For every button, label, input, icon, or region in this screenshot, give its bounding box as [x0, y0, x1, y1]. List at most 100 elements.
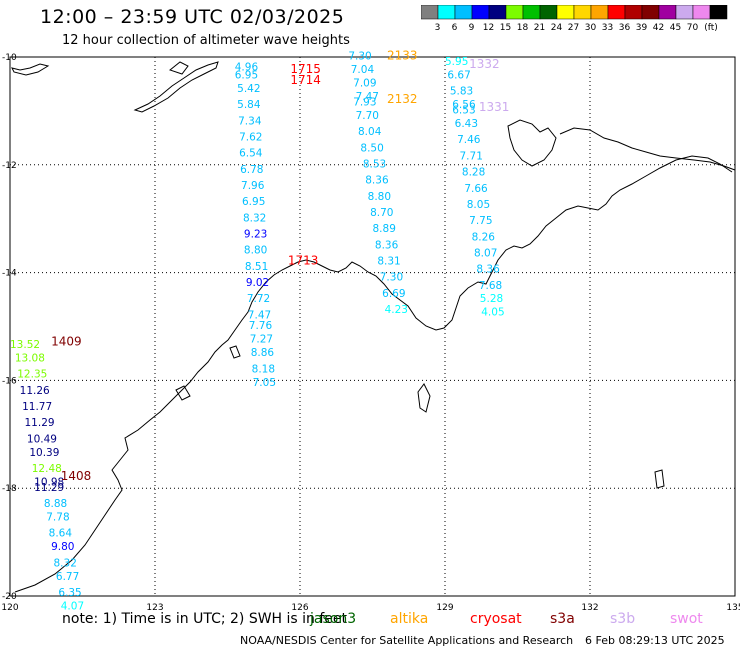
wave-height-label: 9.23: [244, 229, 267, 241]
wave-height-label: 7.96: [241, 180, 265, 192]
lon-tick-label: 126: [291, 603, 308, 613]
credit-line: NOAA/NESDIS Center for Satellite Applica…: [240, 634, 574, 647]
wave-height-label: 8.32: [243, 212, 266, 224]
lon-tick-label: 132: [581, 603, 598, 613]
colorbar-label: 27: [568, 23, 579, 33]
wave-height-label: 6.35: [58, 587, 81, 599]
wave-height-label: 11.29: [34, 482, 64, 494]
wave-height-label: 8.18: [252, 363, 275, 375]
wave-height-label: 7.70: [356, 110, 379, 122]
wave-height-label: 8.05: [467, 199, 490, 211]
colorbar-label: 24: [551, 23, 563, 33]
lon-tick-label: 123: [146, 603, 163, 613]
wave-height-label: 6.56: [452, 99, 476, 111]
wave-height-label: 5.83: [450, 86, 473, 98]
colorbar-label: 9: [469, 23, 475, 33]
chart-title: 12:00 – 23:59 UTC 02/03/2025: [40, 6, 345, 28]
wave-height-label: 4.23: [385, 304, 408, 316]
axis-ticks: 120 123 126 129 132 135 -10 -12 -14 -16 -18 -20: [1, 53, 740, 613]
coast-island-small-1: [417, 383, 431, 413]
wave-height-label: 7.27: [250, 334, 273, 346]
wave-height-label: 8.04: [358, 126, 382, 138]
lat-tick-label: -12: [2, 161, 17, 171]
wave-height-label: 7.30: [348, 51, 371, 63]
wave-height-label: 10.39: [29, 447, 59, 459]
wave-height-label: 12.35: [17, 369, 47, 381]
coast-island-small-3: [175, 385, 191, 401]
lat-tick-label: -16: [2, 376, 17, 386]
wave-height-label: 9.80: [51, 541, 74, 553]
colorbar-label: 6: [452, 23, 458, 33]
pass-id-label: 1713: [288, 254, 319, 268]
wave-height-label: 7.62: [239, 132, 262, 144]
wave-height-label: 8.31: [377, 256, 400, 268]
wave-height-label: 7.05: [253, 377, 276, 389]
lat-tick-label: -18: [2, 484, 17, 494]
coast-island-north-2: [133, 61, 219, 113]
wave-height-label: 5.95: [445, 56, 468, 68]
legend-cryosat: cryosat: [470, 611, 522, 627]
wave-height-label: 8.53: [363, 158, 386, 170]
wave-height-label: 8.36: [365, 175, 389, 187]
wave-height-label: 11.77: [22, 401, 52, 413]
wave-height-label: 4.05: [481, 307, 504, 319]
wave-height-label: 11.26: [20, 385, 50, 397]
legend-s3a: s3a: [550, 611, 575, 627]
wave-height-label: 13.52: [10, 339, 40, 351]
colorbar-label: 39: [636, 23, 648, 33]
wave-height-label: 7.76: [249, 320, 273, 332]
wave-height-label: 7.47: [248, 309, 271, 321]
lon-tick-label: 129: [436, 603, 453, 613]
colorbar-label: 70: [687, 23, 699, 33]
wave-height-label: 7.47: [356, 91, 379, 103]
wave-height-label: 10.49: [27, 433, 57, 445]
wave-height-label: 5.42: [237, 83, 260, 95]
wave-height-label: 6.69: [382, 288, 405, 300]
wave-height-label: 6.43: [455, 118, 478, 130]
wave-height-label: 9.02: [246, 277, 269, 289]
wave-height-label: 8.28: [462, 167, 485, 179]
colorbar-label: 18: [517, 23, 529, 33]
lat-tick-label: -20: [2, 592, 17, 602]
wave-height-observations: 4.966.955.425.847.347.626.546.787.966.95…: [10, 51, 505, 613]
wave-height-label: 8.36: [375, 239, 399, 251]
wave-height-label: 6.54: [239, 148, 263, 160]
legend-swot: swot: [670, 611, 703, 627]
wave-height-label: 8.51: [245, 261, 268, 273]
legend-s3b: s3b: [610, 611, 636, 627]
wave-height-label: 8.80: [244, 245, 267, 257]
colorbar-label: 45: [670, 23, 681, 33]
pass-id-label: 2133: [387, 49, 418, 63]
wave-height-label: 13.08: [15, 353, 45, 365]
wave-height-label: 6.77: [56, 571, 79, 583]
wave-height-label: 6.78: [240, 164, 263, 176]
pass-id-label: 1715: [290, 62, 321, 76]
wave-height-label: 4.07: [61, 600, 84, 612]
wave-height-label: 12.48: [32, 463, 62, 475]
coastline: [11, 61, 736, 593]
wave-height-label: 5.84: [237, 99, 261, 111]
colorbar-unit: (ft): [704, 23, 718, 33]
wave-height-label: 6.95: [235, 70, 258, 82]
wave-height-label: 7.68: [479, 280, 502, 292]
wave-height-label: 7.93: [353, 97, 376, 109]
generated-timestamp: 6 Feb 08:29:13 UTC 2025: [585, 634, 725, 647]
wave-height-label: 7.75: [469, 215, 492, 227]
wave-height-label: 7.30: [380, 272, 403, 284]
colorbar-label: 12: [483, 23, 494, 33]
footer-note: note: 1) Time is in UTC; 2) SWH is in fe…: [62, 611, 348, 627]
wave-height-label: 8.64: [49, 528, 73, 540]
wave-height-label: 7.46: [457, 134, 481, 146]
legend-altika: altika: [390, 611, 429, 627]
wave-height-label: 8.80: [368, 191, 391, 203]
colorbar-label: 15: [500, 23, 511, 33]
colorbar-label: 3: [435, 23, 441, 33]
coast-island-small-2: [654, 469, 665, 489]
colorbar-label: 30: [585, 23, 597, 33]
wave-height-label: 8.70: [370, 207, 393, 219]
colorbar-swatch: [709, 5, 728, 20]
wave-height-label: 6.53: [452, 105, 475, 117]
coast-australia-west: [14, 155, 733, 593]
wave-height-label: 8.86: [251, 347, 275, 359]
coast-island-north-3: [168, 61, 189, 75]
